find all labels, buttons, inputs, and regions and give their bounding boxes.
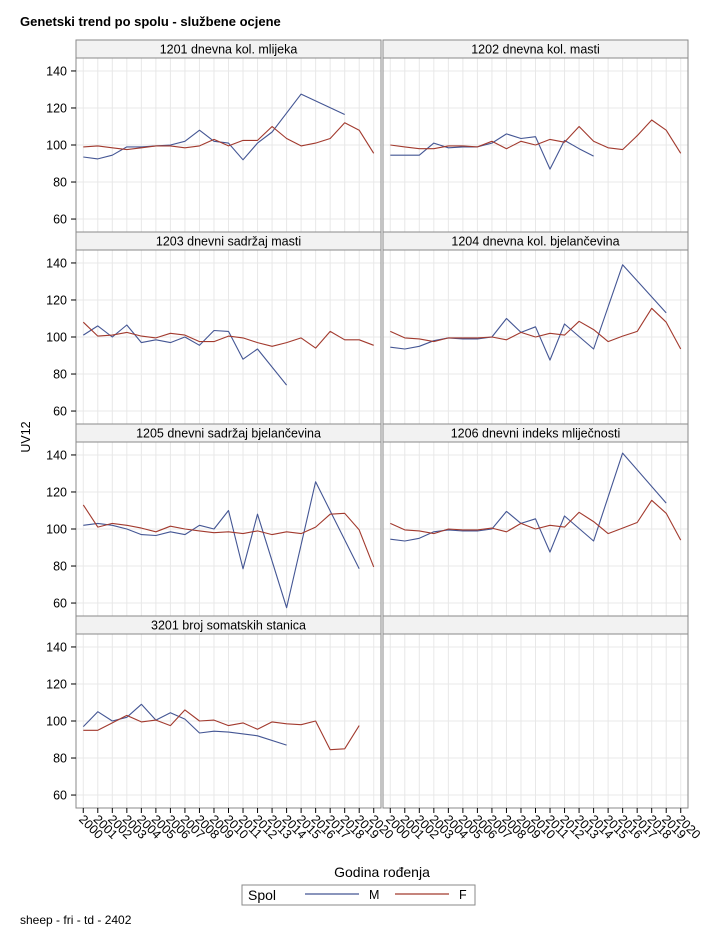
y-tick-label-0-2: 100: [46, 139, 67, 153]
y-axis-label: UV12: [19, 421, 33, 452]
series-line-m-1: [390, 133, 594, 170]
panel-title-6: 3201 broj somatskih stanica: [151, 619, 306, 633]
series-line-f-0: [83, 122, 375, 154]
series-line-f-2: [82, 321, 374, 349]
y-tick-label-1-0: 60: [53, 405, 67, 419]
y-tick-label-1-3: 120: [46, 293, 67, 307]
series-line-f-3: [390, 307, 682, 350]
y-tick-label-1-4: 140: [46, 256, 67, 270]
panel-title-1: 1202 dnevna kol. masti: [471, 43, 600, 57]
y-tick-label-3-1: 80: [53, 752, 67, 766]
series-layer: [82, 93, 682, 751]
y-tick-label-3-0: 60: [53, 789, 67, 803]
chart-title: Genetski trend po spolu - službene ocjen…: [20, 14, 281, 29]
series-line-m-6: [82, 703, 287, 746]
panel-header-7: [382, 615, 689, 635]
y-tick-label-3-4: 140: [46, 640, 67, 654]
panel-title-2: 1203 dnevni sadržaj masti: [156, 235, 301, 249]
y-tick-label-2-0: 60: [53, 597, 67, 611]
y-tick-label-0-0: 60: [53, 213, 67, 227]
legend-label-f: F: [459, 888, 467, 902]
legend: Spol M F: [241, 884, 476, 906]
panel-title-4: 1205 dnevni sadržaj bjelančevina: [136, 427, 321, 441]
panel-title-5: 1206 dnevni indeks mliječnosti: [451, 427, 621, 441]
y-tick-label-2-2: 100: [46, 523, 67, 537]
legend-title: Spol: [248, 887, 276, 903]
series-line-m-4: [83, 481, 360, 609]
y-tick-label-2-1: 80: [53, 560, 67, 574]
y-tick-label-1-1: 80: [53, 368, 67, 382]
gridlines-layer: [76, 58, 688, 808]
legend-frame: [241, 884, 476, 906]
series-line-f-1: [390, 119, 682, 154]
y-tick-label-3-2: 100: [46, 715, 67, 729]
y-tick-label-2-3: 120: [46, 485, 67, 499]
legend-label-m: M: [369, 888, 379, 902]
series-line-f-6: [83, 709, 360, 751]
series-line-f-4: [82, 504, 375, 568]
panel-title-0: 1201 dnevna kol. mlijeka: [160, 43, 298, 57]
series-line-m-0: [83, 93, 345, 161]
y-tick-label-1-2: 100: [46, 331, 67, 345]
y-tick-label-2-4: 140: [46, 448, 67, 462]
footnote: sheep - fri - td - 2402: [20, 913, 132, 927]
y-tick-label-0-1: 80: [53, 176, 67, 190]
series-line-m-5: [390, 452, 667, 553]
series-line-m-3: [390, 264, 667, 361]
labels-layer: 1201 dnevna kol. mlijeka 1202 dnevna kol.…: [46, 43, 703, 842]
series-line-f-5: [390, 499, 682, 541]
panel-frames-layer: [71, 39, 689, 813]
y-tick-label-0-3: 120: [46, 101, 67, 115]
x-axis-label: Godina rođenja: [334, 864, 430, 880]
panel-title-3: 1204 dnevna kol. bjelančevina: [451, 235, 619, 249]
y-tick-label-3-3: 120: [46, 677, 67, 691]
y-tick-label-0-4: 140: [46, 64, 67, 78]
